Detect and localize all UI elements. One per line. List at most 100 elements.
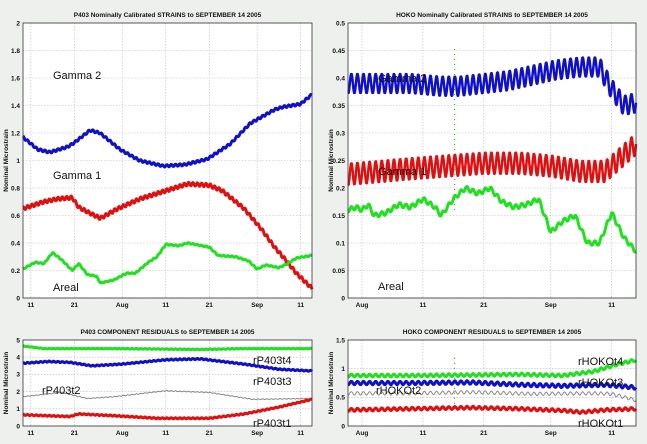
x-tick-label: 11 bbox=[297, 302, 304, 309]
series-label: rP403t3 bbox=[253, 376, 292, 388]
axes-frame bbox=[22, 22, 313, 299]
y-tick-label: 0.8 bbox=[11, 185, 20, 192]
y-tick-label: 0.15 bbox=[332, 213, 345, 220]
y-tick-label: 0.1 bbox=[336, 240, 345, 247]
series-line-rhokot1 bbox=[347, 404, 638, 415]
series-line-rhokot2 bbox=[348, 390, 637, 402]
y-tick-label: 1 bbox=[16, 158, 20, 165]
y-tick-label: 0 bbox=[16, 295, 20, 302]
series-label: rP403t1 bbox=[253, 418, 292, 430]
x-tick-label: Aug bbox=[116, 302, 129, 309]
hoko-strains-chart: 0 0.05 0.1 0.15 0.2 0.25 0.3 0.35 0.4 0.45 0.5 Aug 1… bbox=[328, 12, 638, 309]
series-label: rHOKOt2 bbox=[376, 385, 421, 397]
x-tick-label: 21 bbox=[206, 302, 214, 309]
y-axis-label: Nominal Microstrain bbox=[328, 352, 335, 415]
series-line-rp403t3 bbox=[21, 357, 314, 373]
series-label: rP403t2 bbox=[42, 385, 81, 397]
series-line-gamma-1 bbox=[347, 136, 638, 186]
x-tick-label: Sep bbox=[251, 302, 263, 309]
x-tick-label: 11 bbox=[27, 430, 34, 437]
y-tick-label: 1.6 bbox=[11, 75, 20, 82]
series-line-areal bbox=[21, 241, 314, 285]
x-tick-label: Sep bbox=[251, 430, 263, 437]
y-tick-label: 0 bbox=[341, 423, 345, 430]
series-label: Gamma 1 bbox=[378, 166, 426, 178]
y-tick-label: 1 bbox=[16, 406, 20, 413]
x-tick-label: 21 bbox=[480, 302, 488, 309]
x-tick-label: 11 bbox=[608, 302, 615, 309]
y-tick-label: 0.5 bbox=[336, 20, 345, 27]
chart-title: HOKO COMPONENT RESIDUALS to SEPTEMBER 14… bbox=[403, 329, 582, 336]
y-tick-label: 0.45 bbox=[332, 48, 345, 55]
p403-residuals-chart: 0 1 2 3 4 5 11 21 Aug 11 21 Sep 11 P403 COMPONENT RES… bbox=[3, 329, 314, 437]
series-line-rp403t4 bbox=[21, 344, 314, 352]
series-label: Gamma 2 bbox=[378, 73, 426, 85]
y-tick-label: 0 bbox=[341, 295, 345, 302]
series-line-areal bbox=[347, 185, 638, 254]
series-label: rP403t4 bbox=[253, 355, 292, 367]
y-tick-label: 1.8 bbox=[11, 48, 20, 55]
x-tick-label: Aug bbox=[116, 430, 129, 437]
chart-title: P403 Nominally Calibrated STRAINS to SEP… bbox=[74, 12, 262, 19]
x-tick-label: 11 bbox=[162, 302, 169, 309]
x-tick-label: 21 bbox=[206, 430, 214, 437]
axes-frame bbox=[347, 22, 637, 299]
series-line-rp403t2 bbox=[22, 389, 313, 401]
series-line-gamma-2 bbox=[347, 56, 638, 116]
series-label: Areal bbox=[53, 282, 79, 294]
axes-frame bbox=[22, 339, 313, 427]
series-label: rHOKOt3 bbox=[578, 377, 623, 389]
x-tick-label: Sep bbox=[545, 430, 557, 437]
x-tick-label: 21 bbox=[480, 430, 488, 437]
y-tick-label: 0.2 bbox=[336, 185, 345, 192]
y-axis-label: Nominal Microstrain bbox=[3, 129, 10, 192]
series-label: rHOKOt1 bbox=[578, 418, 623, 430]
series-line-gamma-2 bbox=[21, 93, 314, 169]
y-tick-label: 0.4 bbox=[11, 240, 20, 247]
y-tick-label: 4 bbox=[16, 355, 20, 362]
x-tick-label: 11 bbox=[27, 302, 34, 309]
series-line-gamma-1 bbox=[21, 180, 314, 290]
y-axis-label: Nominal Microstrain bbox=[328, 129, 335, 192]
series-line-rhokot3 bbox=[347, 379, 638, 391]
chart-title: P403 COMPONENT RESIDUALS to SEPTEMBER 14… bbox=[80, 329, 254, 336]
axes-frame bbox=[347, 339, 637, 427]
y-tick-label: 1.4 bbox=[11, 103, 20, 110]
y-tick-label: 1 bbox=[341, 366, 345, 373]
y-tick-label: 3 bbox=[16, 372, 20, 379]
hoko-residuals-chart: 0 0.5 1 1.5 Aug 11 21 Sep 11 HOKO COMPONENT RESID… bbox=[328, 329, 638, 437]
y-tick-label: 0.3 bbox=[336, 130, 345, 137]
y-tick-label: 0.2 bbox=[11, 268, 20, 275]
series-label: Gamma 1 bbox=[53, 170, 101, 182]
y-tick-label: 1.2 bbox=[11, 130, 20, 137]
x-tick-label: 21 bbox=[71, 430, 79, 437]
series-label: Gamma 2 bbox=[53, 70, 101, 82]
x-tick-label: Sep bbox=[545, 302, 557, 309]
y-tick-label: 0 bbox=[16, 423, 20, 430]
series-line-rp403t1 bbox=[21, 397, 314, 421]
y-tick-label: 0.4 bbox=[336, 75, 345, 82]
x-tick-label: 11 bbox=[297, 430, 304, 437]
x-tick-label: Aug bbox=[356, 302, 369, 309]
y-tick-label: 5 bbox=[16, 337, 20, 344]
chart-title: HOKO Nominally Calibrated STRAINS to SEP… bbox=[396, 12, 588, 19]
p403-strains-chart: 0 0.2 0.4 0.6 0.8 1 1.2 1.4 1.6 1.8 2 11 21 Aug 11 21 Se… bbox=[3, 12, 314, 309]
y-tick-label: 0.6 bbox=[11, 213, 20, 220]
y-tick-label: 2 bbox=[16, 389, 20, 396]
y-tick-label: 0.5 bbox=[336, 395, 345, 402]
x-tick-label: 21 bbox=[71, 302, 79, 309]
x-tick-label: 11 bbox=[608, 430, 615, 437]
x-tick-label: Aug bbox=[356, 430, 369, 437]
series-line-rhokot4 bbox=[347, 358, 638, 379]
x-tick-label: 11 bbox=[162, 430, 169, 437]
x-tick-label: 11 bbox=[419, 302, 426, 309]
y-tick-label: 0.05 bbox=[332, 268, 345, 275]
y-axis-label: Nominal Microstrain bbox=[3, 352, 10, 415]
y-tick-label: 2 bbox=[16, 20, 20, 27]
y-tick-label: 0.35 bbox=[332, 103, 345, 110]
series-label: Areal bbox=[378, 281, 404, 293]
y-tick-label: 1.5 bbox=[336, 337, 345, 344]
y-tick-label: 0.25 bbox=[332, 158, 345, 165]
